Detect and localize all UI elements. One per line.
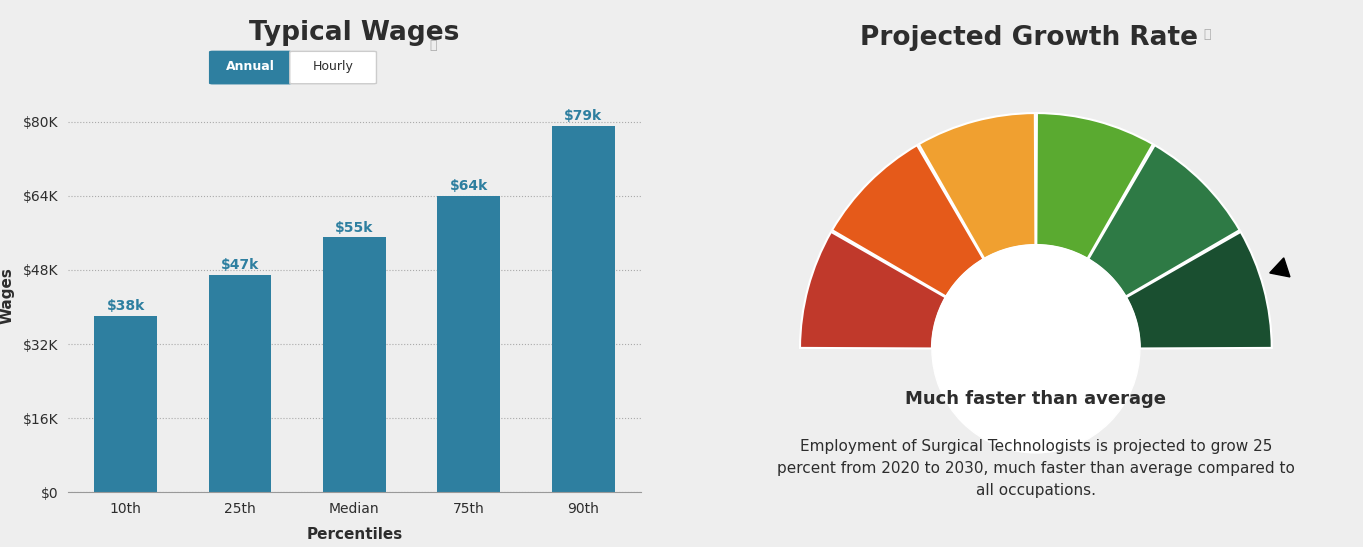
Circle shape [932,245,1139,453]
Bar [323,237,386,492]
Text: $79k: $79k [564,109,602,124]
Text: Employment of Surgical Technologists is projected to grow 25
percent from 2020 t: Employment of Surgical Technologists is … [777,439,1295,498]
Bar [94,316,157,492]
Text: ⓘ: ⓘ [1204,28,1212,42]
FancyBboxPatch shape [210,51,292,84]
Title: Typical Wages: Typical Wages [249,20,459,46]
Text: Hourly: Hourly [312,60,353,73]
FancyBboxPatch shape [290,51,376,84]
Text: $64k: $64k [450,179,488,193]
Wedge shape [919,113,1036,259]
Text: $55k: $55k [335,220,373,235]
Text: Projected Growth Rate: Projected Growth Rate [860,25,1198,51]
X-axis label: Percentiles: Percentiles [307,527,402,542]
Bar [438,196,500,492]
Bar [552,126,615,492]
Polygon shape [1270,258,1289,277]
Text: Much faster than average: Much faster than average [905,390,1167,408]
Wedge shape [1088,145,1240,296]
Text: $38k: $38k [106,299,144,313]
Wedge shape [800,232,946,348]
Text: Annual: Annual [226,60,275,73]
Wedge shape [1036,113,1153,259]
Y-axis label: Wages: Wages [0,267,15,324]
Text: ⓘ: ⓘ [429,39,438,53]
Text: $47k: $47k [221,258,259,272]
Wedge shape [831,145,984,296]
Wedge shape [1126,232,1272,348]
Bar [209,275,271,492]
